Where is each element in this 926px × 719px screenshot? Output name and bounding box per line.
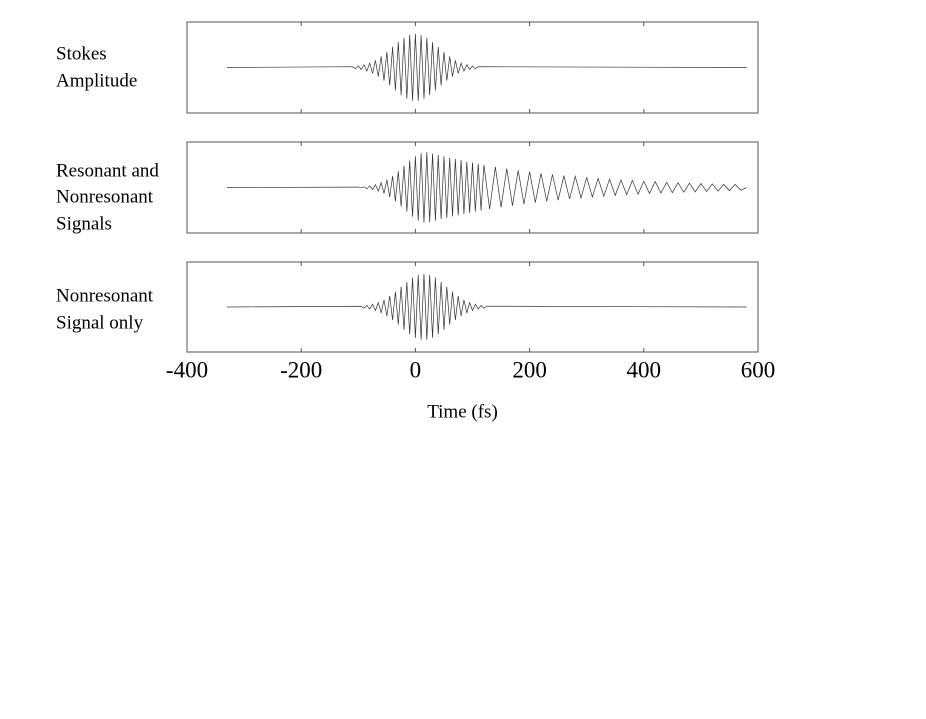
x-tick-label: 600	[741, 357, 776, 382]
x-tick-label: 400	[627, 357, 662, 382]
panel-label: Stokes	[56, 43, 107, 64]
panel-frame	[186, 141, 759, 234]
panel-frame	[186, 261, 759, 353]
panel-label: Nonresonant	[56, 186, 154, 207]
x-tick-label: -400	[166, 357, 208, 382]
x-tick-label: 0	[410, 357, 422, 382]
x-tick-label: 200	[512, 357, 547, 382]
panel-label: Nonresonant	[56, 285, 154, 306]
panel-label: Resonant and	[56, 160, 159, 181]
signal-line	[226, 273, 747, 340]
signal-line	[226, 33, 747, 101]
panel-label: Signal only	[56, 312, 144, 333]
panel-frame	[186, 21, 759, 114]
panel-label: Amplitude	[56, 70, 137, 91]
signal-line	[226, 151, 747, 223]
panel-label: Signals	[56, 213, 112, 234]
x-tick-label: -200	[280, 357, 322, 382]
x-axis-label: Time (fs)	[427, 401, 498, 422]
